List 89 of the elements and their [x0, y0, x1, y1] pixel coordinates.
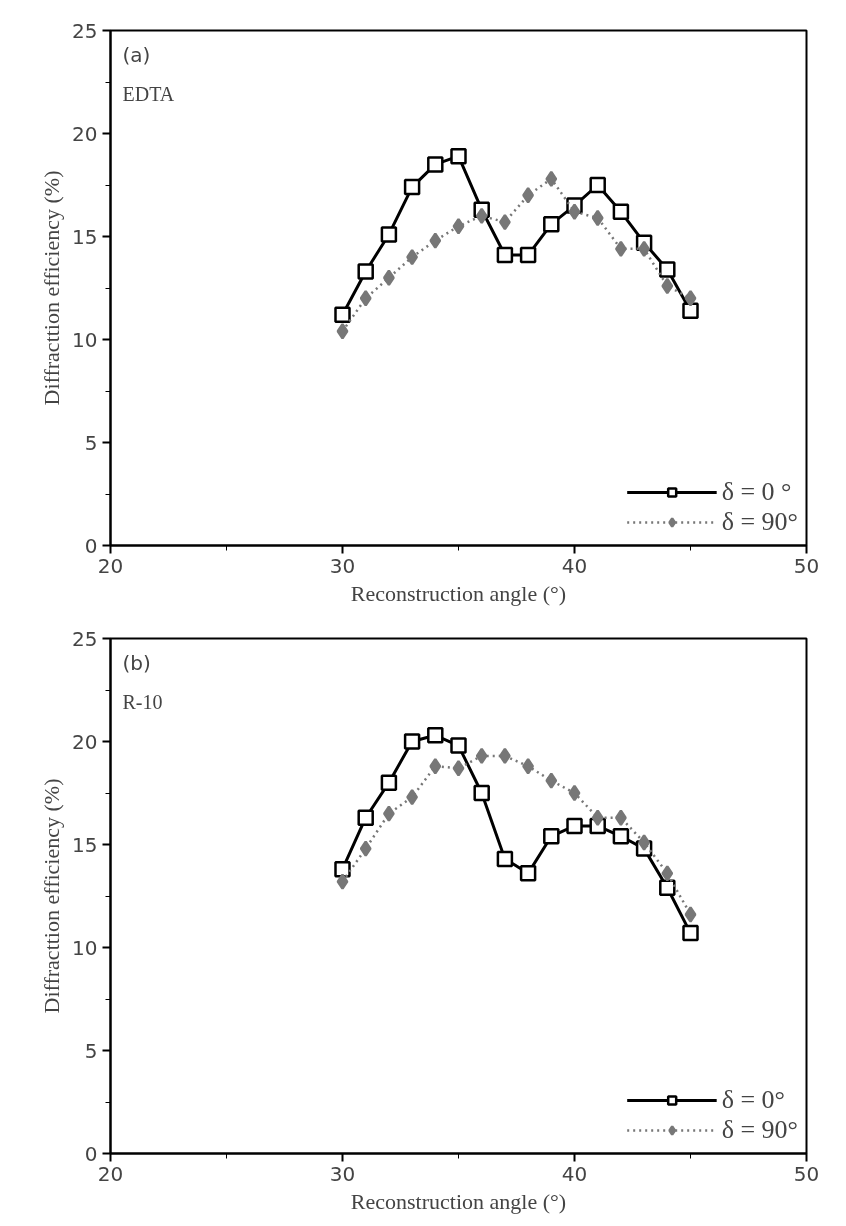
y-tick-label: 5 [84, 1038, 98, 1063]
point [429, 757, 442, 775]
point [359, 290, 372, 307]
point [684, 290, 697, 307]
point [498, 747, 511, 765]
point [336, 873, 349, 890]
point [382, 805, 395, 822]
point [403, 733, 421, 750]
point [659, 879, 676, 897]
point [473, 784, 490, 802]
annotation: (b) [122, 650, 151, 675]
point [612, 203, 630, 221]
point [498, 213, 511, 231]
point [519, 865, 537, 882]
point [568, 784, 581, 802]
point [357, 263, 374, 280]
point [357, 809, 374, 826]
point [450, 147, 467, 165]
point [545, 772, 558, 789]
y-tick-label: 10 [72, 327, 98, 352]
point [682, 302, 699, 319]
point [568, 203, 581, 221]
y-tick-label: 15 [72, 224, 98, 249]
y-tick-label: 25 [72, 626, 98, 651]
point [336, 323, 349, 340]
point [659, 261, 676, 278]
point [406, 248, 419, 266]
y-tick-label: 20 [72, 121, 98, 146]
point [427, 156, 444, 173]
y-axis-title: Diffracttion efficiency (%) [39, 170, 65, 406]
point [429, 232, 442, 249]
annotation: (a) [122, 42, 151, 67]
point [334, 306, 351, 324]
point [614, 809, 627, 826]
legend-label: δ = 90° [721, 507, 798, 537]
x-tick-label: 30 [329, 553, 356, 578]
x-tick-label: 40 [561, 1161, 588, 1186]
point [543, 215, 560, 233]
x-tick-label: 30 [329, 1161, 356, 1186]
point [452, 217, 465, 235]
point [496, 246, 514, 264]
point [452, 760, 465, 777]
point [359, 840, 372, 857]
point [380, 226, 398, 243]
y-tick-label: 5 [84, 430, 98, 455]
point [496, 850, 514, 868]
point [682, 924, 699, 942]
legend-label: δ = 0 ° [721, 477, 792, 507]
y-tick-label: 20 [72, 729, 98, 754]
point [566, 817, 583, 835]
point [612, 828, 630, 845]
x-tick-label: 40 [561, 553, 588, 578]
y-tick-label: 25 [72, 18, 98, 43]
point [543, 828, 560, 845]
point [522, 187, 535, 204]
point [334, 860, 351, 878]
point [589, 176, 606, 194]
point [382, 269, 395, 286]
point [380, 774, 398, 791]
y-tick-label: 0 [84, 533, 98, 558]
point [638, 834, 651, 851]
x-tick-label: 50 [793, 1161, 820, 1186]
point [522, 757, 535, 775]
point [661, 277, 674, 295]
point [403, 178, 421, 196]
y-tick-label: 0 [84, 1141, 98, 1166]
annotation: EDTA [122, 82, 175, 105]
y-tick-label: 15 [72, 832, 98, 857]
point [475, 207, 488, 225]
x-axis-title: Reconstruction angle (°) [350, 1188, 567, 1214]
y-axis-title: Diffracttion efficiency (%) [39, 778, 65, 1014]
y-tick-label: 10 [72, 935, 98, 960]
point [684, 906, 697, 923]
legend-label: δ = 0° [721, 1085, 785, 1115]
point [406, 788, 419, 806]
legend-label: δ = 90° [721, 1115, 798, 1145]
point [614, 240, 627, 258]
point [638, 240, 651, 258]
point [450, 737, 467, 754]
point [519, 246, 537, 264]
point [475, 747, 488, 765]
point [591, 809, 604, 826]
point [545, 170, 558, 188]
point [661, 865, 674, 882]
x-tick-label: 50 [793, 553, 820, 578]
point [427, 727, 444, 744]
x-axis-title: Reconstruction angle (°) [350, 580, 567, 606]
annotation: R-10 [122, 690, 163, 713]
point [591, 209, 604, 227]
